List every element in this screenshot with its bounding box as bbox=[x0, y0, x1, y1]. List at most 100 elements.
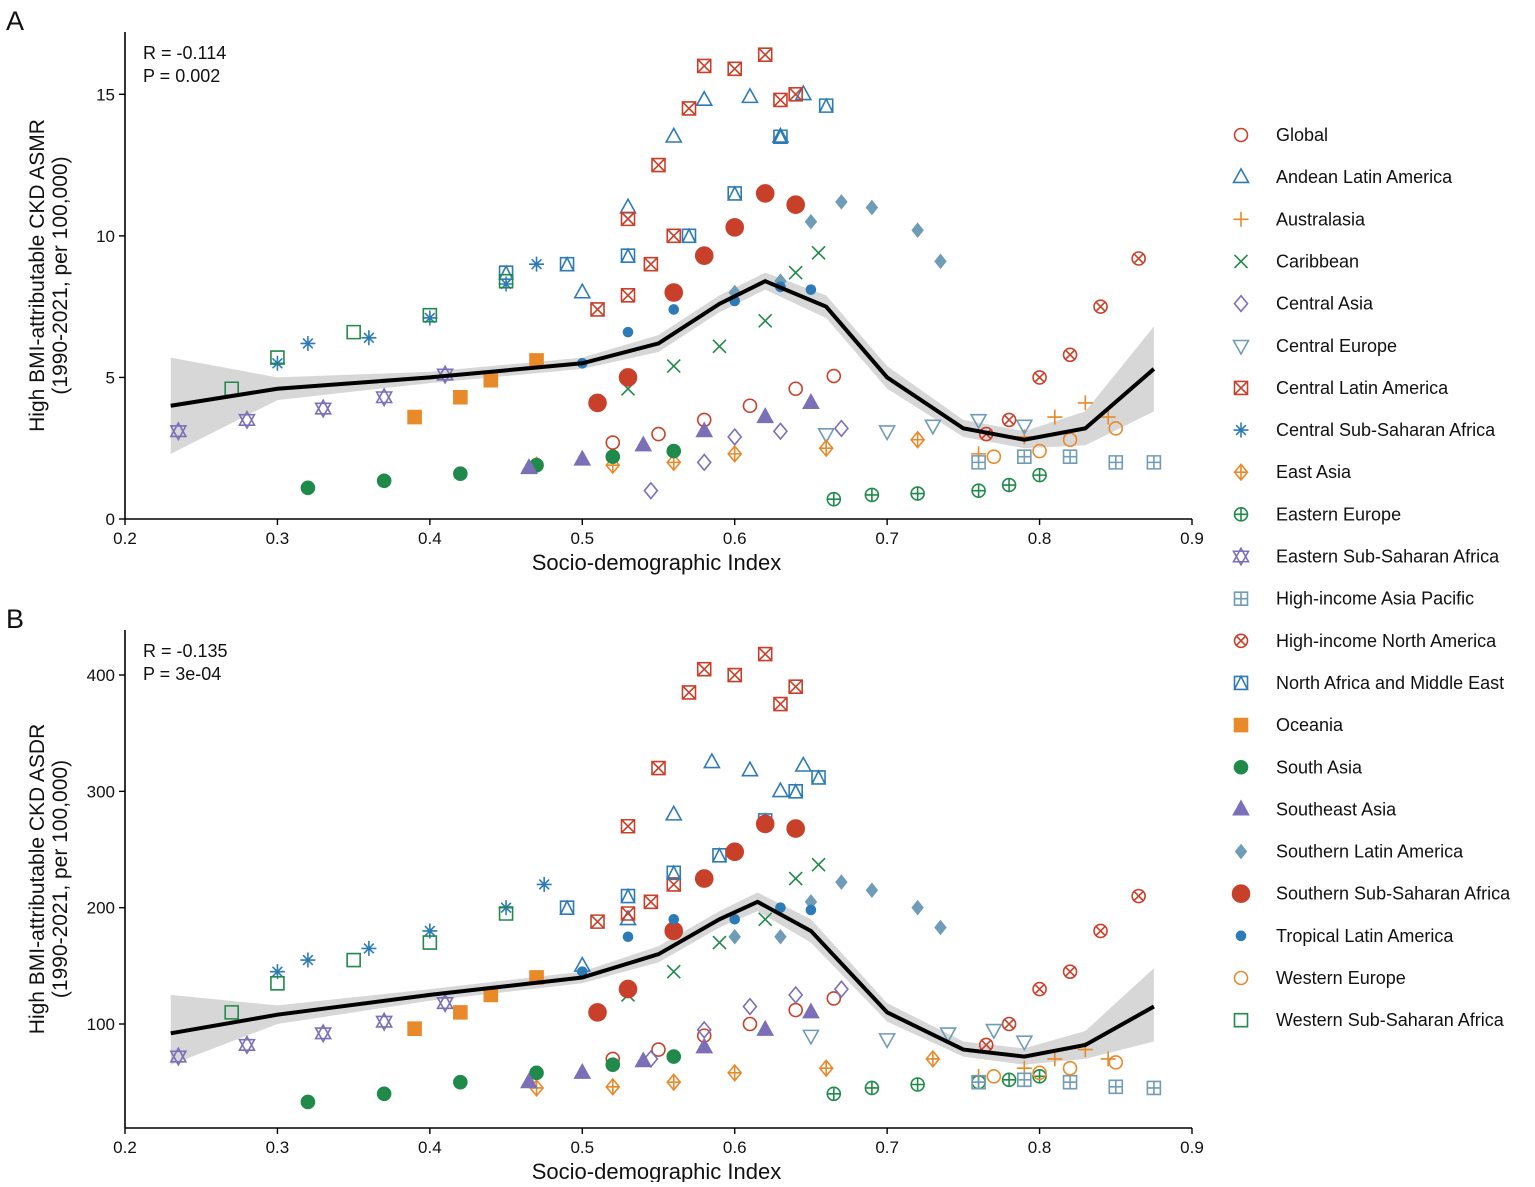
panel-label: A bbox=[6, 6, 24, 36]
point bbox=[771, 126, 790, 143]
point bbox=[665, 864, 682, 881]
point bbox=[1032, 1065, 1047, 1081]
point bbox=[422, 307, 438, 323]
point bbox=[1032, 467, 1047, 483]
point bbox=[1001, 477, 1017, 493]
point bbox=[664, 126, 683, 143]
point bbox=[573, 282, 592, 299]
point bbox=[169, 421, 188, 442]
point bbox=[1015, 1035, 1034, 1052]
point bbox=[1077, 395, 1093, 411]
point bbox=[802, 1002, 820, 1019]
point bbox=[238, 410, 256, 430]
point bbox=[1032, 370, 1047, 385]
point bbox=[756, 1019, 775, 1036]
point bbox=[498, 276, 514, 292]
point bbox=[590, 914, 605, 929]
y-tick-label: 400 bbox=[87, 666, 115, 685]
point bbox=[361, 330, 377, 346]
point bbox=[681, 685, 697, 700]
legend-marker bbox=[1233, 463, 1249, 482]
point bbox=[361, 940, 377, 956]
point bbox=[864, 487, 880, 503]
point bbox=[300, 335, 316, 351]
point bbox=[498, 273, 514, 289]
point bbox=[300, 1094, 316, 1110]
point bbox=[833, 419, 849, 438]
point bbox=[695, 421, 714, 438]
legend-label: High-income North America bbox=[1276, 631, 1497, 651]
panel-label: B bbox=[6, 604, 24, 634]
point bbox=[520, 458, 538, 475]
point bbox=[810, 769, 827, 785]
legend-label: Southeast Asia bbox=[1276, 799, 1397, 819]
point bbox=[773, 696, 788, 712]
point bbox=[1131, 251, 1146, 266]
legend-marker bbox=[1233, 1012, 1249, 1028]
point bbox=[771, 781, 790, 798]
point bbox=[835, 194, 848, 210]
legend-marker bbox=[1233, 970, 1249, 986]
y-tick-label: 300 bbox=[87, 782, 115, 801]
point bbox=[1062, 964, 1078, 979]
point bbox=[1001, 1072, 1017, 1088]
x-axis-title: Socio-demographic Index bbox=[532, 1159, 781, 1182]
point bbox=[238, 1035, 256, 1055]
point bbox=[712, 935, 727, 950]
annotation: P = 3e-04 bbox=[143, 664, 221, 684]
point bbox=[726, 185, 743, 201]
y-tick-label: 200 bbox=[87, 899, 115, 918]
x-tick-label: 0.4 bbox=[418, 1138, 442, 1157]
point bbox=[694, 869, 714, 888]
legend-label: South Asia bbox=[1276, 757, 1363, 777]
point bbox=[786, 195, 805, 214]
point bbox=[865, 199, 879, 216]
point bbox=[529, 1065, 544, 1081]
point bbox=[666, 443, 682, 459]
point bbox=[346, 952, 361, 968]
point bbox=[620, 247, 636, 263]
point bbox=[1100, 409, 1116, 425]
legend-marker bbox=[1233, 507, 1249, 522]
legend-label: Southern Latin America bbox=[1276, 842, 1464, 862]
point bbox=[826, 1086, 842, 1102]
point bbox=[727, 61, 743, 77]
legend-marker bbox=[1233, 294, 1249, 313]
point bbox=[666, 359, 681, 374]
point bbox=[605, 1077, 621, 1096]
point bbox=[910, 1077, 925, 1092]
point bbox=[376, 1086, 392, 1102]
legend-marker bbox=[1233, 211, 1249, 227]
point bbox=[725, 218, 745, 237]
point bbox=[742, 398, 758, 414]
point bbox=[422, 923, 438, 939]
point bbox=[711, 847, 728, 863]
legend-label: Central Asia bbox=[1276, 294, 1374, 314]
point bbox=[757, 47, 773, 62]
point bbox=[375, 1011, 393, 1032]
point bbox=[695, 90, 714, 107]
point bbox=[1047, 409, 1063, 425]
point bbox=[453, 1005, 468, 1020]
point bbox=[728, 928, 741, 945]
point bbox=[811, 857, 826, 872]
legend-label: Central Europe bbox=[1276, 336, 1397, 356]
point bbox=[618, 979, 638, 999]
point bbox=[529, 353, 544, 368]
point bbox=[651, 157, 666, 173]
legend-label: Southern Sub-Saharan Africa bbox=[1276, 884, 1511, 904]
legend-label: Western Sub-Saharan Africa bbox=[1276, 1010, 1505, 1030]
point bbox=[269, 964, 285, 980]
point bbox=[1062, 347, 1078, 363]
point bbox=[741, 760, 759, 777]
legend-marker bbox=[1233, 422, 1249, 438]
legend-marker bbox=[1233, 591, 1249, 606]
point bbox=[1131, 888, 1146, 904]
point bbox=[925, 1049, 941, 1068]
point bbox=[422, 310, 438, 326]
x-tick-label: 0.7 bbox=[875, 529, 899, 548]
point bbox=[407, 1021, 422, 1036]
point bbox=[681, 101, 697, 116]
point bbox=[696, 453, 712, 472]
x-tick-label: 0.6 bbox=[723, 1138, 747, 1157]
